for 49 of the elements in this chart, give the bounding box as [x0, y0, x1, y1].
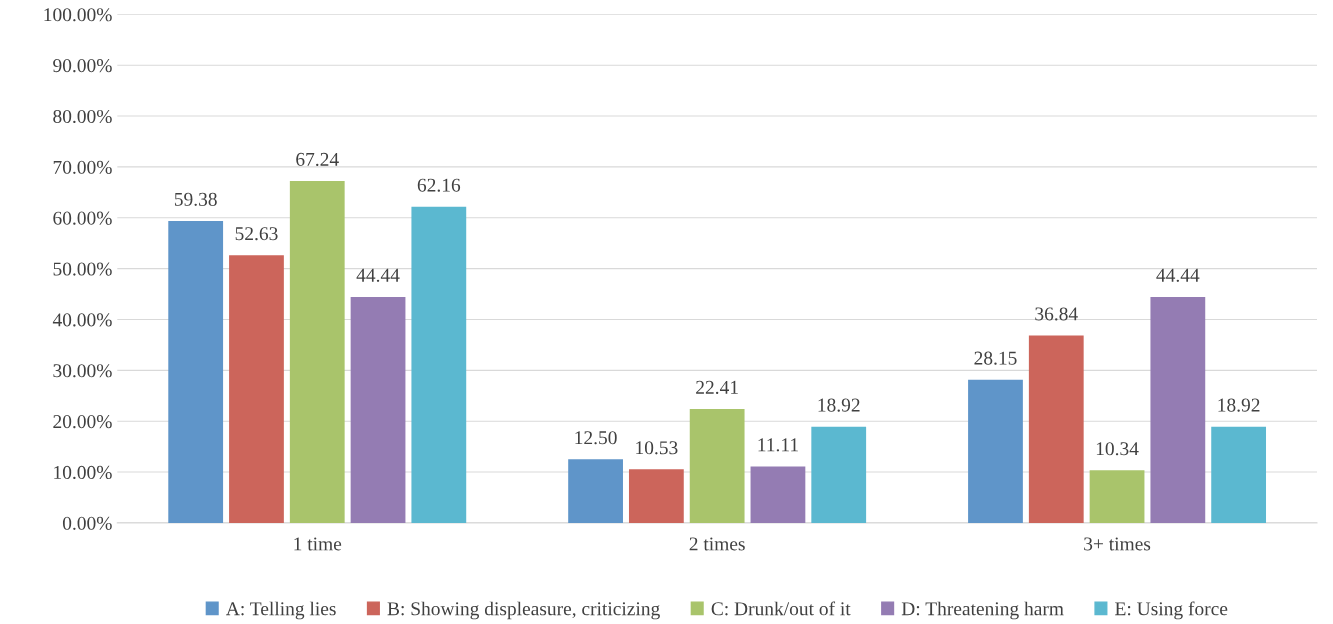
data-label: 18.92: [1218, 398, 1260, 412]
y-tick-label: 100.00%: [44, 8, 112, 22]
y-tick-label: 40.00%: [52, 313, 112, 327]
bar: [229, 255, 284, 523]
data-label: 67.24: [296, 152, 339, 166]
data-label: 44.44: [1156, 268, 1200, 282]
bar: [628, 469, 684, 523]
bar: [568, 459, 623, 523]
data-label: 12.50: [575, 431, 617, 445]
bar: [168, 220, 224, 523]
y-tick-label: 90.00%: [53, 59, 112, 73]
legend-label: C: Drunk/out of it: [711, 601, 851, 616]
x-tick-label: 3+ times: [1084, 537, 1151, 551]
data-label: 11.11: [758, 438, 798, 452]
y-tick-label: 20.00%: [53, 415, 112, 429]
bar: [411, 206, 467, 523]
legend-label: B: Showing displeasure, criticizing: [387, 601, 660, 620]
data-label: 22.41: [696, 380, 738, 394]
bar: [1028, 335, 1084, 523]
y-tick-label: 70.00%: [53, 160, 112, 174]
bar: [289, 180, 345, 523]
bar: [1211, 426, 1267, 523]
data-label: 44.44: [356, 268, 400, 282]
y-tick-label: 30.00%: [53, 364, 112, 378]
bar: [1089, 470, 1145, 523]
bar: [689, 408, 745, 523]
x-tick-label: 1 time: [294, 537, 342, 551]
y-tick-label: 60.00%: [53, 211, 112, 225]
data-label: 59.38: [174, 192, 217, 206]
y-tick-label: 0.00%: [62, 516, 112, 530]
legend-label: D: Threatening harm: [901, 601, 1064, 620]
data-label: 18.92: [818, 398, 860, 412]
bar: [350, 296, 406, 523]
bar: [811, 426, 867, 523]
data-label: 10.34: [1096, 442, 1139, 456]
legend-label: E: Using force: [1115, 601, 1228, 620]
data-label: 28.15: [974, 351, 1017, 365]
data-label: 36.84: [1035, 307, 1078, 321]
y-tick-label: 50.00%: [53, 262, 112, 276]
data-label: 10.53: [636, 441, 678, 455]
data-label: 52.63: [235, 227, 278, 241]
y-tick-label: 10.00%: [54, 465, 112, 480]
legend-label: A: Telling lies: [226, 601, 336, 620]
bar: [750, 466, 806, 523]
bar: [968, 379, 1023, 523]
x-tick-label: 2 times: [689, 537, 745, 551]
bar: [1150, 296, 1206, 523]
y-tick-label: 80.00%: [53, 109, 112, 124]
data-label: 62.16: [417, 178, 461, 192]
